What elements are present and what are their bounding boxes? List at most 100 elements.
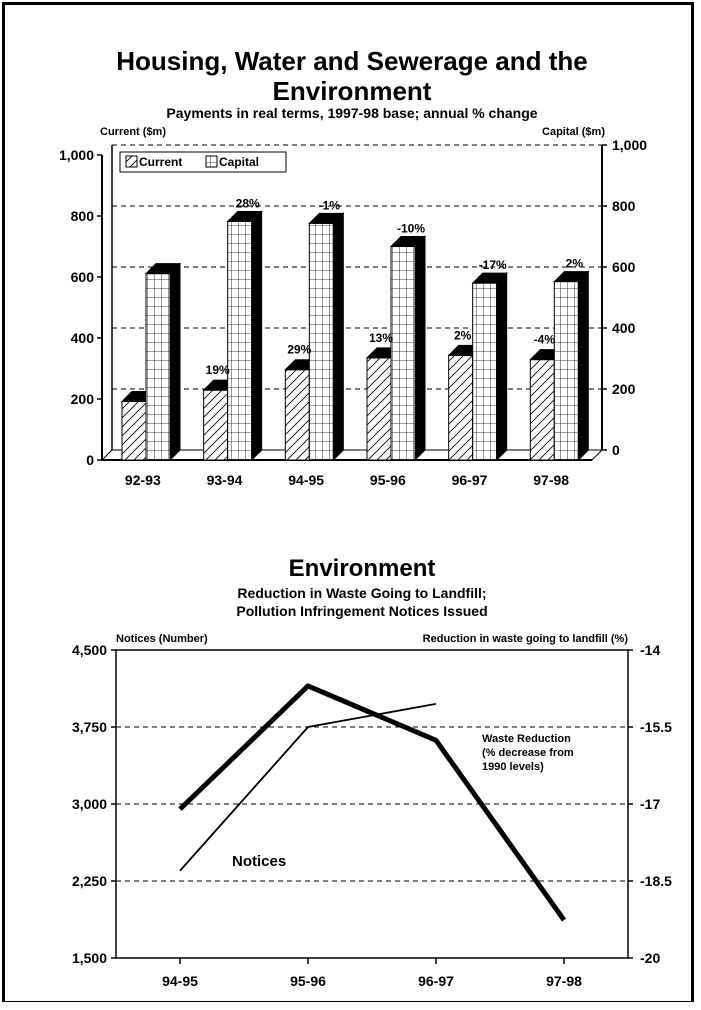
chart2-subtitle-line2: Pollution Infringement Notices Issued bbox=[236, 603, 487, 619]
bar-capital bbox=[471, 271, 508, 462]
chart1-legend: Current Capital bbox=[119, 151, 287, 173]
bar-capital bbox=[308, 212, 345, 462]
chart1-title-line1: Housing, Water and Sewerage and the bbox=[116, 46, 587, 76]
line-chart: Environment Reduction in Waste Going to … bbox=[72, 555, 672, 989]
chart1-y-right-label: Capital ($m) bbox=[542, 126, 605, 138]
chart2-lines bbox=[178, 683, 567, 922]
chart2-ytick-left: 1,500 bbox=[72, 950, 107, 966]
waste-annotation-line3: 1990 levels) bbox=[482, 761, 544, 773]
legend-swatch-current bbox=[125, 155, 138, 168]
bar-capital-side bbox=[496, 271, 508, 462]
label-current: 2% bbox=[454, 328, 472, 342]
chart2-ytick-right: -20 bbox=[640, 950, 660, 966]
bar-capital-front bbox=[145, 273, 171, 461]
notices-annotation: Notices bbox=[232, 853, 286, 870]
chart1-subtitle: Payments in real terms, 1997-98 base; an… bbox=[166, 105, 537, 121]
chart2-grid bbox=[116, 726, 628, 882]
bar-current-front bbox=[366, 357, 392, 461]
bar-capital-side bbox=[169, 262, 181, 462]
chart2-ytick-left: 2,250 bbox=[72, 873, 107, 889]
waste-annotation-line1: Waste Reduction bbox=[482, 733, 571, 745]
bar-capital-front bbox=[390, 246, 416, 461]
chart1-ytick-right: 1,000 bbox=[612, 137, 647, 153]
chart2-ytick-right: -17 bbox=[640, 796, 660, 812]
chart2-xtick: 97-98 bbox=[546, 973, 582, 989]
chart1-ytick-left: 800 bbox=[71, 208, 95, 224]
chart1-y-left-label: Current ($m) bbox=[100, 126, 166, 138]
bar-current-front bbox=[284, 369, 310, 461]
legend-box bbox=[119, 151, 287, 173]
legend-swatch-capital bbox=[205, 155, 218, 168]
chart1-ytick-left: 1,000 bbox=[59, 147, 94, 163]
bar-current-front bbox=[203, 389, 229, 461]
label-current: 29% bbox=[287, 343, 311, 357]
chart2-y-ticks: 1,500 2,250 3,000 3,750 4,500 -20 -18.5 -17 -15.… bbox=[72, 642, 672, 966]
chart2-xtick: 95-96 bbox=[290, 973, 326, 989]
chart2-ytick-right: -18.5 bbox=[640, 873, 672, 889]
chart2-y-right-label: Reduction in waste going to landfill (%) bbox=[423, 633, 629, 645]
label-capital: -10% bbox=[397, 222, 425, 236]
label-current: 13% bbox=[369, 331, 393, 345]
bar-capital-side bbox=[577, 270, 589, 462]
bar-capital bbox=[144, 262, 182, 462]
waste-annotation-line2: (% decrease from bbox=[482, 747, 574, 759]
chart2-ytick-right: -14 bbox=[640, 642, 660, 658]
notices-line bbox=[178, 683, 567, 922]
chart1-xtick: 94-95 bbox=[288, 472, 324, 488]
chart1-ytick-right: 800 bbox=[612, 198, 636, 214]
chart2-xtick: 94-95 bbox=[162, 973, 198, 989]
chart2-title: Environment bbox=[289, 555, 436, 582]
bar-capital-front bbox=[308, 222, 334, 461]
chart1-ytick-right: 200 bbox=[612, 381, 636, 397]
chart1-ytick-right: 0 bbox=[612, 442, 620, 458]
bar-current-front bbox=[448, 354, 474, 461]
chart1-grid bbox=[112, 144, 602, 390]
bar-capital bbox=[226, 210, 263, 462]
bar-current-front bbox=[121, 400, 147, 461]
chart1-ytick-right: 600 bbox=[612, 259, 636, 275]
waste-reduction-line bbox=[179, 703, 437, 872]
label-current: -4% bbox=[534, 333, 556, 347]
label-current: 19% bbox=[206, 363, 230, 377]
chart2-ytick-left: 3,000 bbox=[72, 796, 107, 812]
label-capital: -17% bbox=[479, 258, 507, 272]
chart1-xtick: 92-93 bbox=[125, 472, 161, 488]
chart1-xtick: 93-94 bbox=[207, 472, 243, 488]
chart1-xtick: 95-96 bbox=[370, 472, 406, 488]
chart1-bars bbox=[120, 210, 590, 462]
chart1-ytick-right: 400 bbox=[612, 320, 636, 336]
bar-capital bbox=[553, 270, 590, 462]
legend-capital: Capital bbox=[219, 155, 259, 169]
chart-frame bbox=[2, 2, 694, 1002]
bar-capital-front bbox=[553, 281, 579, 461]
chart2-subtitle-line1: Reduction in Waste Going to Landfill; bbox=[237, 585, 486, 601]
chart1-ytick-left: 0 bbox=[86, 452, 94, 468]
chart1-x-ticks: 92-93 93-94 94-95 95-96 96-97 97-98 bbox=[125, 472, 569, 488]
chart1-data-labels: 19% 28% 29% -1% 13% -10% 2% -17% -4% 2% bbox=[206, 196, 584, 377]
bar-capital-side bbox=[332, 212, 344, 462]
chart1-y-ticks: 0 0 200 200 400 400 600 600 800 800 1,000 1,000 bbox=[59, 137, 647, 468]
chart2-ytick-right: -15.5 bbox=[640, 719, 672, 735]
legend-current: Current bbox=[139, 155, 182, 169]
chart1-ytick-left: 600 bbox=[71, 269, 95, 285]
label-capital: 2% bbox=[566, 257, 584, 271]
bar-capital bbox=[389, 235, 427, 462]
chart2-y-left-label: Notices (Number) bbox=[116, 633, 208, 645]
chart1-xtick: 97-98 bbox=[533, 472, 569, 488]
bar-chart: Housing, Water and Sewerage and the Envi… bbox=[59, 46, 647, 488]
bar-capital-side bbox=[414, 235, 426, 462]
bar-capital-side bbox=[251, 210, 263, 462]
bar-current-front bbox=[529, 359, 555, 461]
chart2-x-ticks: 94-95 95-96 96-97 97-98 bbox=[162, 958, 582, 989]
chart2-ytick-left: 3,750 bbox=[72, 719, 107, 735]
chart2-xtick: 96-97 bbox=[418, 973, 454, 989]
chart1-ytick-left: 400 bbox=[71, 330, 95, 346]
chart1-ytick-left: 200 bbox=[71, 391, 95, 407]
bar-capital-front bbox=[227, 220, 253, 461]
label-capital: 28% bbox=[236, 196, 260, 210]
chart1-title-line2: Environment bbox=[273, 76, 432, 106]
bar-capital-front bbox=[472, 282, 498, 461]
label-capital: -1% bbox=[319, 198, 341, 212]
chart1-xtick: 96-97 bbox=[452, 472, 488, 488]
